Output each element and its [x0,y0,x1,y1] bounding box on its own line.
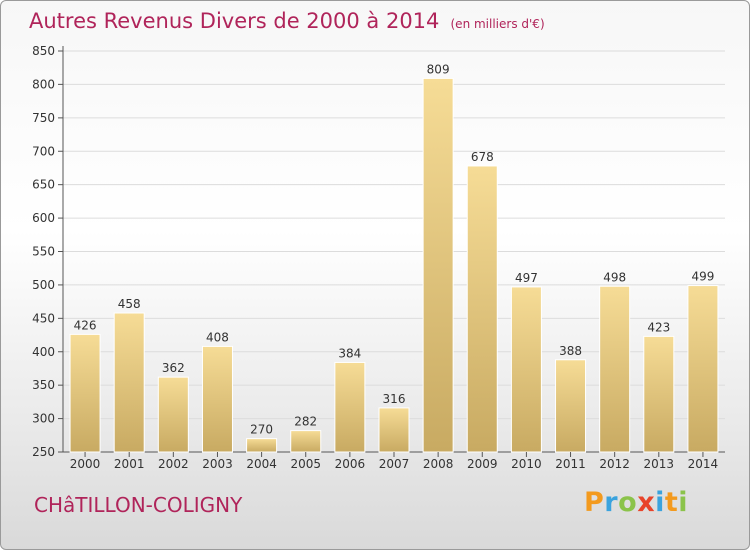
data-label: 809 [427,62,450,76]
bar [201,345,233,453]
y-tick-label: 450 [32,311,55,325]
logo-letter: i [655,487,665,518]
bar [643,335,675,453]
y-tick-label: 400 [32,345,55,359]
y-tick-label: 850 [32,44,55,58]
data-label: 316 [383,392,406,406]
x-tick-label: 2002 [158,457,189,471]
logo-letter: o [618,487,638,518]
logo-letter: r [604,487,619,518]
chart-title: Autres Revenus Divers de 2000 à 2014 [29,9,440,33]
chart-title-row: Autres Revenus Divers de 2000 à 2014 (en… [29,9,545,33]
x-tick-label: 2006 [335,457,366,471]
commune-name: CHâTILLON-COLIGNY [34,493,243,517]
y-tick-label: 700 [32,144,55,158]
data-label: 384 [338,346,361,360]
y-tick-label: 800 [32,77,55,91]
x-tick-label: 2008 [423,457,454,471]
x-tick-label: 2009 [467,457,498,471]
bar [157,376,189,453]
bar [334,361,366,453]
x-tick-label: 2000 [70,457,101,471]
x-tick-label: 2011 [555,457,586,471]
bar [422,77,454,453]
bar [113,312,145,453]
bar [599,285,631,453]
x-tick-label: 2003 [202,457,233,471]
y-tick-label: 250 [32,445,55,459]
y-tick-label: 500 [32,278,55,292]
proxiti-logo[interactable]: Proxiti [584,487,688,518]
data-label: 498 [603,270,626,284]
bar [290,430,322,453]
y-tick-label: 600 [32,211,55,225]
x-tick-label: 2007 [379,457,410,471]
y-tick-label: 350 [32,378,55,392]
y-tick-label: 550 [32,245,55,259]
data-label: 423 [647,320,670,334]
x-tick-label: 2013 [644,457,675,471]
data-label: 426 [74,318,97,332]
data-label: 362 [162,361,185,375]
x-tick-label: 2001 [114,457,145,471]
data-label: 270 [250,423,273,437]
logo-letter: P [584,487,605,518]
data-label: 678 [471,150,494,164]
data-label: 497 [515,271,538,285]
x-tick-label: 2012 [599,457,630,471]
data-label: 282 [294,415,317,429]
x-tick-label: 2010 [511,457,542,471]
data-label: 499 [691,270,714,284]
logo-letter: i [678,487,689,518]
x-tick-label: 2014 [688,457,719,471]
bar [246,438,278,453]
logo-letter: t [664,487,679,518]
bar [466,165,498,453]
data-label: 408 [206,330,229,344]
y-tick-label: 750 [32,111,55,125]
y-tick-label: 300 [32,412,55,426]
y-tick-label: 650 [32,178,55,192]
logo-letter: x [637,487,656,518]
bar [687,285,719,453]
bar [69,333,101,453]
bar [510,286,542,453]
bar [555,359,587,453]
data-label: 458 [118,297,141,311]
bar [378,407,410,453]
x-tick-label: 2005 [290,457,321,471]
chart-unit-note: (en milliers d'€) [450,17,545,31]
data-label: 388 [559,344,582,358]
x-tick-label: 2004 [246,457,277,471]
